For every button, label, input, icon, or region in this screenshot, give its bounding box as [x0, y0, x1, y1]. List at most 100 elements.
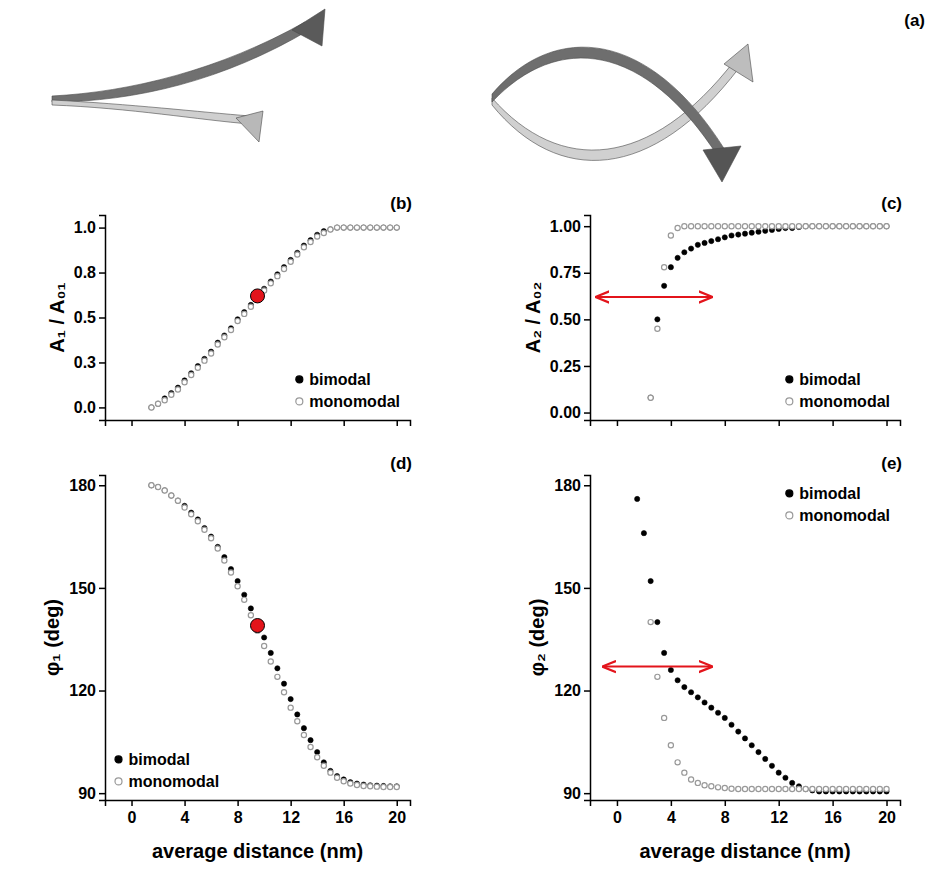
y-axis-line [584, 476, 591, 801]
legend-marker [786, 490, 793, 497]
data-point [655, 317, 660, 322]
y-tick-mark [99, 690, 105, 692]
y-tick: 0.50 [550, 311, 590, 328]
legend-marker [115, 778, 122, 785]
legend-marker [786, 376, 793, 383]
x-tick-label: 20 [878, 809, 896, 826]
data-point [769, 786, 774, 791]
data-point [742, 224, 747, 229]
y-axis: 90120150180 [554, 476, 590, 802]
data-point [823, 224, 828, 229]
data-point [864, 224, 869, 229]
legend-label: monomodal [799, 507, 890, 524]
x-tick-label: 12 [282, 809, 300, 826]
legend-label: monomodal [309, 393, 400, 410]
data-point [662, 283, 667, 288]
data-point [222, 558, 227, 563]
legend-label: monomodal [129, 773, 220, 790]
legend-label: bimodal [129, 751, 190, 768]
legend-entry: bimodal [786, 485, 861, 502]
beam-mode2-dark [492, 47, 725, 158]
data-point [790, 780, 795, 785]
x-tick-label: 12 [770, 809, 788, 826]
data-point [388, 225, 393, 230]
data-point [756, 224, 761, 229]
data-point [783, 786, 788, 791]
data-point [162, 488, 167, 493]
legend: bimodal monomodal [115, 751, 219, 790]
data-point [763, 756, 768, 761]
data-point [810, 224, 815, 229]
data-point [242, 592, 247, 597]
y-tick: 120 [554, 682, 590, 699]
data-point [334, 225, 339, 230]
data-point [884, 224, 889, 229]
y-tick: 180 [554, 477, 590, 494]
data-point [688, 224, 693, 229]
data-point [662, 715, 667, 720]
legend: bimodal monomodal [786, 485, 890, 524]
chart-panel: 0.00.30.50.81.0A₁ / A₀₁(b)bimodalmonomod… [46, 194, 412, 426]
data-point [736, 786, 741, 791]
panel-label: (c) [881, 194, 902, 213]
data-point [394, 225, 399, 230]
data-point [242, 597, 247, 602]
y-tick-label: 90 [563, 785, 581, 802]
legend-entry: bimodal [296, 371, 371, 388]
y-axis: 90120150180 [69, 476, 105, 802]
x-tick [344, 420, 345, 426]
plot-marks [597, 224, 889, 401]
x-tick [397, 420, 398, 426]
data-point [315, 755, 320, 760]
data-point [341, 225, 346, 230]
x-axis-line [106, 801, 411, 807]
data-point [321, 763, 326, 768]
legend: bimodal monomodal [296, 371, 400, 410]
y-axis-line [99, 476, 106, 801]
y-tick-label: 1.00 [550, 218, 581, 235]
y-tick-mark [584, 588, 590, 590]
x-axis: 048121620 [106, 800, 411, 826]
y-tick: 0.00 [550, 404, 590, 421]
data-point [368, 784, 373, 789]
data-point [315, 750, 320, 755]
data-point [268, 650, 273, 655]
x-tick [185, 420, 186, 426]
x-tick-label: 4 [181, 809, 190, 826]
data-point [864, 224, 869, 229]
x-tick-mark [832, 420, 834, 426]
data-point [884, 786, 889, 791]
data-point [235, 584, 240, 589]
y-tick-mark [584, 226, 590, 228]
data-point [796, 224, 801, 229]
data-point [215, 342, 220, 347]
data-point [328, 227, 333, 232]
data-point [149, 405, 154, 410]
data-point [729, 233, 734, 238]
data-point [823, 224, 828, 229]
x-tick-mark [237, 800, 239, 806]
data-point [655, 674, 660, 679]
data-point [149, 405, 154, 410]
data-point [695, 780, 700, 785]
data-point [695, 224, 700, 229]
x-axis-title: average distance (nm) [639, 840, 850, 862]
legend-entry: monomodal [786, 507, 890, 524]
y-axis-title: φ₁ (deg) [41, 599, 63, 676]
data-point [301, 732, 306, 737]
series-bimodal [149, 225, 400, 410]
tip-mode2-light [724, 44, 753, 82]
data-point [295, 252, 300, 257]
highlight-point [251, 619, 265, 633]
y-tick: 1.0 [74, 219, 105, 236]
y-axis: 0.000.250.500.751.00 [550, 216, 591, 422]
data-point [648, 395, 653, 400]
data-point [877, 224, 882, 229]
y-tick-mark [584, 412, 590, 414]
data-point [810, 786, 815, 791]
x-tick [779, 420, 780, 426]
data-point [729, 722, 734, 727]
data-point [215, 546, 220, 551]
x-tick-label: 20 [388, 809, 406, 826]
x-tick-label: 0 [613, 809, 622, 826]
